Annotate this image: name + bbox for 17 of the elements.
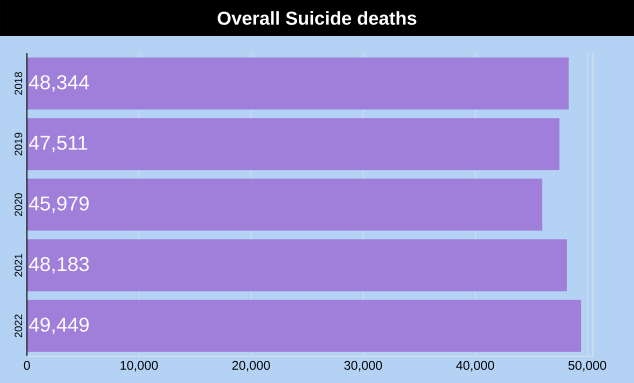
- x-tick-label: 40,000: [456, 360, 494, 372]
- data-label: 47,511: [28, 136, 88, 152]
- y-tick-label: 2018: [14, 72, 22, 95]
- y-tick-label: 2022: [14, 314, 22, 338]
- data-label: 48,183: [28, 257, 89, 274]
- data-label: 49,449: [28, 318, 89, 334]
- data-label: 45,979: [28, 196, 89, 213]
- y-tick-label: 2019: [14, 132, 22, 156]
- y-tick-label: 2021: [14, 254, 22, 277]
- y-tick-label: 2020: [14, 193, 22, 216]
- x-tick-label: 50,000: [568, 360, 606, 372]
- chart-title: Overall Suicide deaths: [218, 11, 416, 25]
- x-tick-label: 30,000: [344, 360, 382, 372]
- x-tick-label: 0: [24, 360, 30, 370]
- x-tick-label: 10,000: [120, 360, 158, 372]
- data-label: 48,344: [28, 75, 90, 92]
- x-tick-label: 20,000: [232, 360, 270, 372]
